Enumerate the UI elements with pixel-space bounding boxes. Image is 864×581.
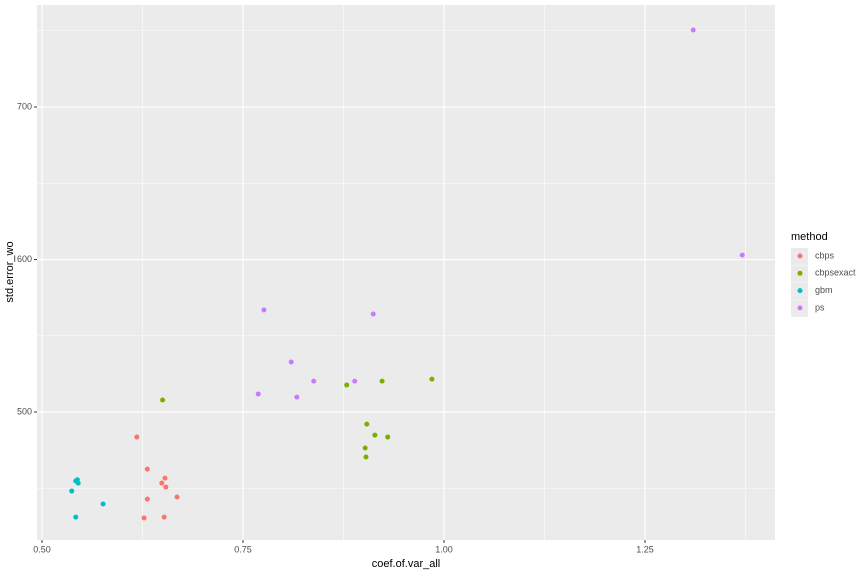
point (385, 434, 391, 440)
legend-label: gbm (815, 285, 833, 295)
point (370, 311, 376, 317)
point (100, 501, 106, 507)
point (161, 514, 167, 520)
point (141, 515, 147, 521)
point (144, 496, 150, 502)
point (288, 359, 294, 365)
point (74, 477, 80, 483)
point (174, 494, 180, 500)
point (362, 445, 368, 451)
legend-marker (797, 270, 803, 276)
point (372, 432, 378, 438)
legend-label: ps (815, 302, 825, 312)
point (163, 484, 169, 490)
x-tick-label: 0.50 (33, 544, 51, 554)
point (364, 421, 370, 427)
point (69, 488, 75, 494)
point (352, 378, 358, 384)
point (160, 397, 166, 403)
panel (37, 5, 775, 540)
point (363, 454, 369, 460)
y-tick-label: 700 (17, 101, 32, 111)
legend-label: cbps (815, 250, 835, 260)
point (429, 376, 435, 382)
point (311, 378, 317, 384)
legend-title: method (791, 231, 828, 243)
point (690, 27, 696, 33)
y-tick-label: 500 (17, 406, 32, 416)
x-tick-label: 1.25 (636, 544, 654, 554)
point (162, 475, 168, 481)
x-tick-label: 0.75 (234, 544, 252, 554)
y-tick-label: 600 (17, 254, 32, 264)
point (261, 307, 267, 313)
legend-marker (797, 253, 803, 259)
point (73, 514, 79, 520)
x-axis-title: coef.of.var_all (372, 558, 440, 570)
point (255, 391, 261, 397)
point (344, 382, 350, 388)
point (379, 378, 385, 384)
point (134, 434, 140, 440)
y-axis-title: std.error_wo (4, 241, 16, 302)
legend-marker (797, 288, 803, 294)
legend-marker (797, 305, 803, 311)
point (739, 252, 745, 258)
x-tick-label: 1.00 (435, 544, 453, 554)
legend-label: cbpsexact (815, 268, 856, 278)
point (159, 480, 165, 486)
point (144, 466, 150, 472)
point (294, 394, 300, 400)
